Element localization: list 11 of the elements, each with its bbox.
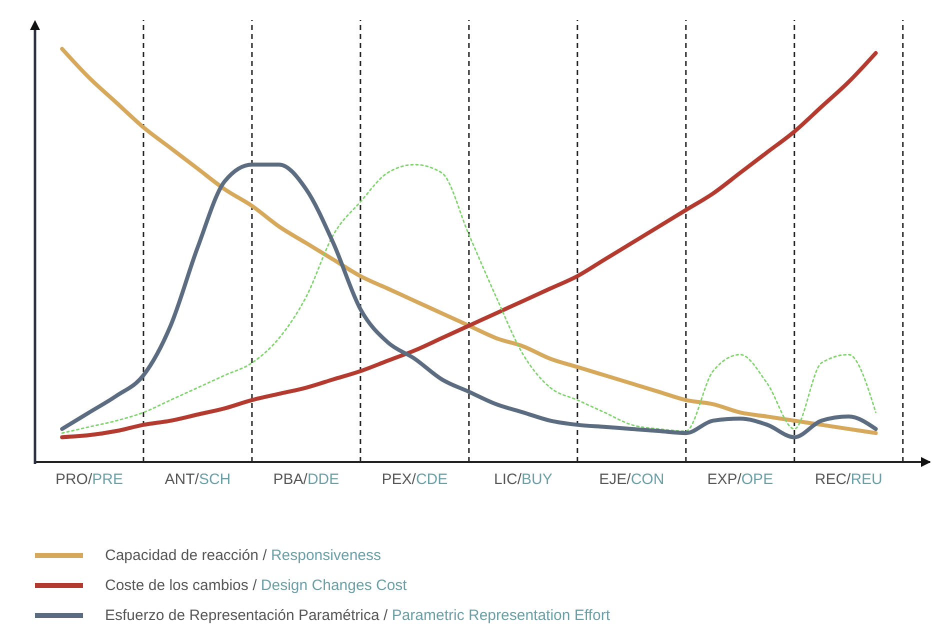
x-tick-label: EXP/OPE: [707, 471, 774, 488]
x-tick-label: LIC/BUY: [494, 471, 552, 488]
x-tick-label: ANT/SCH: [164, 471, 231, 488]
legend-label: Capacidad de reacción / Responsiveness: [105, 546, 382, 564]
x-tick-label: EJE/CON: [599, 471, 664, 488]
x-tick-label: REC/REU: [814, 471, 882, 488]
x-tick-label: PEX/CDE: [382, 471, 448, 488]
legend-label: Esfuerzo de Representación Paramétrica / Parametric Representation Effort: [105, 606, 610, 624]
legend-label: Coste de los cambios / Design Changes Cost: [105, 576, 407, 594]
x-tick-label: PRO/PRE: [55, 471, 124, 488]
x-tick-label: PBA/DDE: [273, 471, 340, 488]
